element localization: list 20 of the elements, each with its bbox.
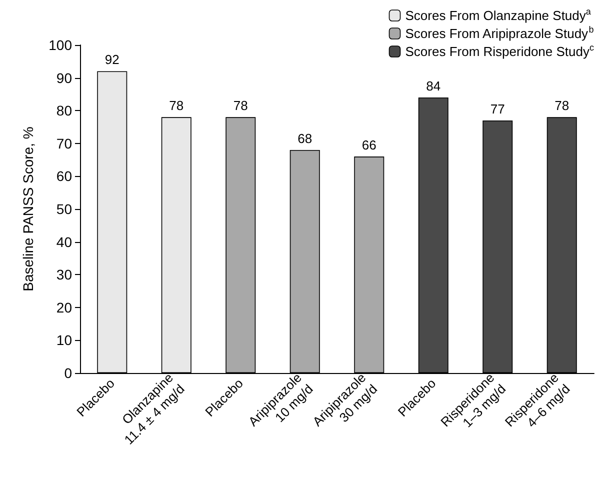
y-tick-label: 80	[56, 102, 72, 119]
y-axis-title: Baseline PANSS Score, %	[20, 126, 36, 292]
y-tick-label: 10	[56, 332, 72, 348]
y-tick-label: 40	[56, 234, 72, 250]
data-label: 78	[233, 98, 248, 114]
y-tick-label: 30	[56, 266, 72, 283]
data-label: 68	[298, 130, 312, 146]
data-label: 78	[169, 98, 184, 114]
data-label: 77	[490, 101, 505, 116]
data-label: 78	[554, 98, 570, 114]
data-label: 84	[426, 78, 441, 94]
y-tick-label: 60	[56, 168, 72, 184]
data-label: 66	[362, 138, 376, 153]
y-tick-label: 100	[48, 37, 72, 53]
y-tick-label: 90	[56, 70, 72, 86]
data-label: 92	[104, 52, 120, 68]
y-tick-label: 0	[64, 365, 72, 381]
y-tick-label: 70	[56, 135, 72, 152]
y-tick-label: 50	[56, 201, 72, 217]
y-tick-label: 20	[56, 299, 72, 316]
